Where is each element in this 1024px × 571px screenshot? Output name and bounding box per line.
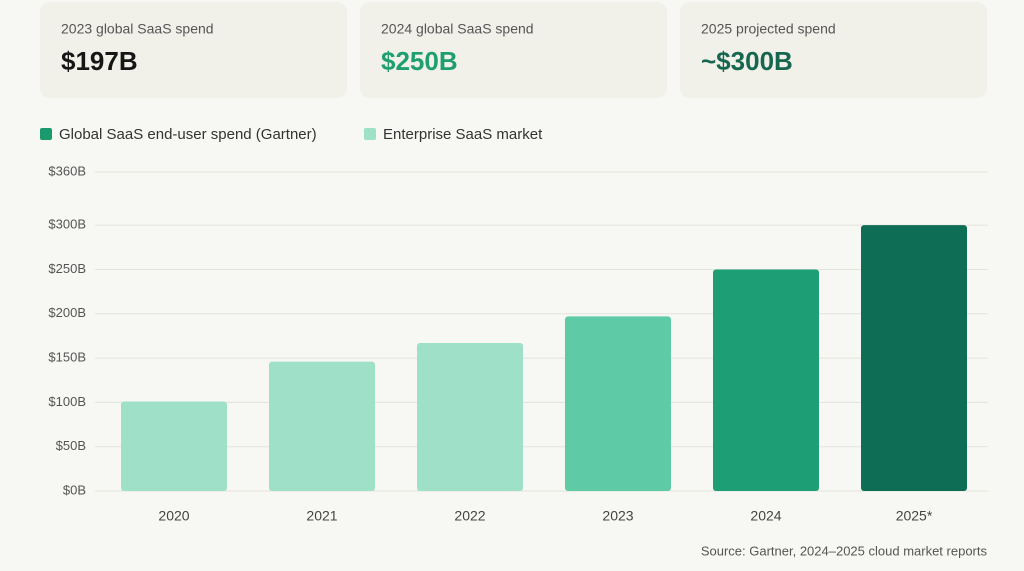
legend-swatch bbox=[364, 128, 376, 140]
x-tick-label: 2023 bbox=[602, 508, 633, 524]
x-tick-label: 2025* bbox=[896, 508, 933, 524]
y-tick-label: $150B bbox=[48, 350, 86, 365]
card-label: 2023 global SaaS spend bbox=[61, 21, 214, 37]
y-tick-label: $250B bbox=[48, 261, 86, 276]
x-tick-label: 2022 bbox=[454, 508, 485, 524]
stat-card bbox=[40, 2, 347, 98]
stat-card bbox=[680, 2, 987, 98]
legend-swatch bbox=[40, 128, 52, 140]
x-tick-label: 2021 bbox=[306, 508, 337, 524]
x-tick-label: 2020 bbox=[158, 508, 189, 524]
y-tick-label: $100B bbox=[48, 394, 86, 409]
x-tick-label: 2024 bbox=[750, 508, 781, 524]
legend-label: Enterprise SaaS market bbox=[383, 126, 543, 143]
bar bbox=[861, 225, 967, 491]
source-note: Source: Gartner, 2024–2025 cloud market … bbox=[701, 543, 988, 558]
card-value: ~$300B bbox=[701, 46, 793, 76]
y-tick-label: $50B bbox=[56, 438, 86, 453]
y-tick-label: $300B bbox=[48, 217, 86, 232]
card-label: 2025 projected spend bbox=[701, 21, 836, 37]
card-label: 2024 global SaaS spend bbox=[381, 21, 534, 37]
bar bbox=[565, 316, 671, 491]
card-value: $197B bbox=[61, 46, 138, 76]
bar bbox=[417, 343, 523, 491]
stat-card bbox=[360, 2, 667, 98]
bar bbox=[713, 269, 819, 491]
y-tick-label: $0B bbox=[63, 482, 86, 497]
bar bbox=[269, 361, 375, 491]
y-tick-label: $360B bbox=[48, 163, 86, 178]
card-value: $250B bbox=[381, 46, 458, 76]
y-tick-label: $200B bbox=[48, 305, 86, 320]
legend-label: Global SaaS end-user spend (Gartner) bbox=[59, 126, 317, 143]
bar bbox=[121, 401, 227, 491]
